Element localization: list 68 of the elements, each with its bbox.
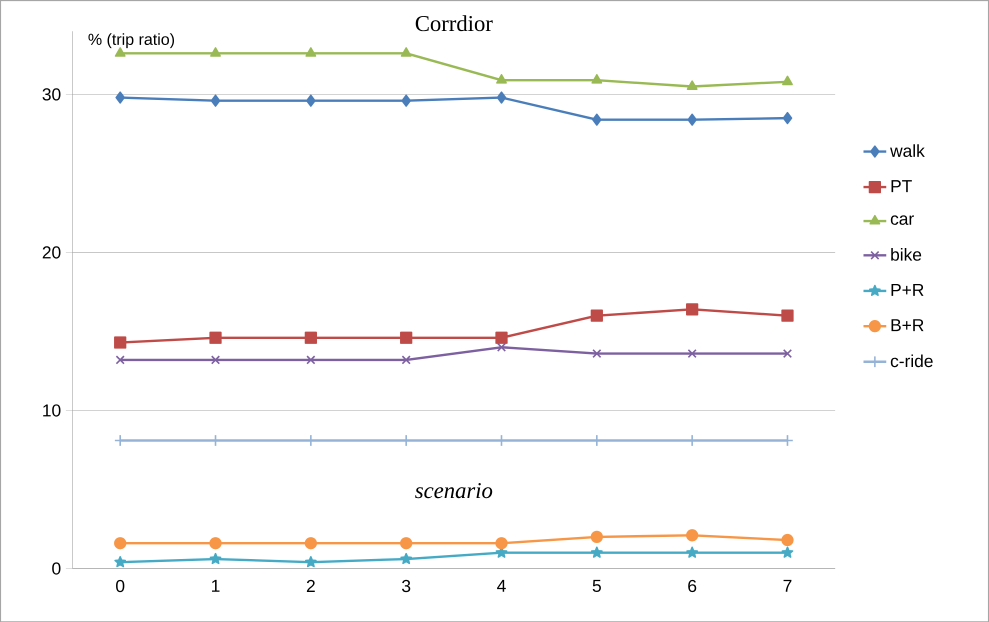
point [116, 355, 125, 364]
point [304, 536, 317, 550]
legend-label: B+R [892, 319, 924, 331]
point [400, 552, 412, 564]
x-tick-label: 2 [306, 580, 315, 592]
annotation: scenario [415, 482, 492, 498]
y-tick-label: 0 [52, 562, 60, 574]
chart-title: Corrdior [416, 15, 493, 32]
point [592, 113, 602, 126]
point [782, 546, 794, 558]
point [401, 94, 411, 107]
point [781, 309, 794, 322]
point [400, 536, 412, 550]
point [590, 530, 603, 543]
x-tick-label: 0 [116, 580, 124, 592]
point [495, 536, 508, 550]
point [782, 112, 792, 124]
legend-label: walk [890, 144, 925, 157]
point [686, 80, 698, 90]
x-tick-label: 4 [497, 580, 506, 592]
point [496, 91, 506, 104]
point [591, 74, 602, 84]
point [686, 303, 698, 316]
point [496, 342, 506, 352]
point [590, 546, 603, 558]
x-tick-label: 3 [402, 580, 410, 592]
point [305, 47, 316, 57]
legend-label: bike [891, 248, 922, 261]
x-tick-label: 7 [784, 580, 792, 592]
point [688, 348, 697, 358]
point [304, 556, 317, 568]
point [114, 556, 126, 568]
point [781, 534, 794, 546]
legend-label: car [890, 215, 914, 225]
point [687, 113, 697, 126]
point [210, 355, 220, 364]
point [306, 355, 316, 364]
point [782, 75, 793, 86]
point [209, 331, 222, 344]
point [114, 536, 126, 550]
point [495, 331, 508, 344]
x-tick-label: 5 [592, 580, 601, 592]
point [496, 74, 507, 84]
point [304, 331, 317, 344]
y-tick-label: 30 [42, 88, 60, 100]
x-tick-label: 6 [688, 580, 696, 592]
point [782, 348, 792, 358]
y-tick-label: 20 [42, 246, 60, 258]
point [400, 47, 412, 57]
point [592, 348, 602, 358]
x-tick-label: 1 [212, 580, 220, 592]
point [402, 355, 411, 364]
point [210, 94, 220, 107]
point [210, 552, 222, 564]
point [686, 546, 698, 558]
point [306, 94, 316, 107]
point [209, 536, 222, 550]
legend-label: P+R [892, 284, 924, 296]
point [590, 309, 603, 322]
legend-label: c-ride [890, 354, 933, 368]
point [115, 91, 125, 104]
y-tick-label: 10 [43, 404, 60, 416]
y-axis-title: % (trip ratio) [88, 33, 174, 48]
point [686, 529, 698, 542]
point [400, 331, 412, 344]
point [114, 336, 126, 348]
point [210, 47, 221, 57]
legend-label: PT [892, 180, 912, 192]
